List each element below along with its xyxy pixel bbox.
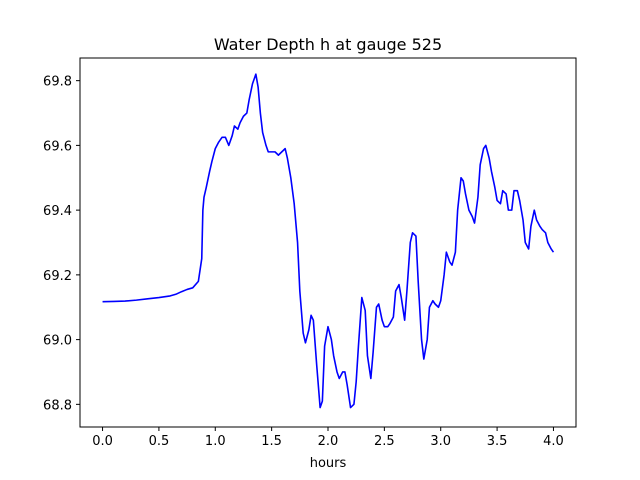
x-tick-label: 1.0 bbox=[205, 434, 226, 449]
x-tick-label: 0.0 bbox=[92, 434, 113, 449]
y-axis: 68.8 69.0 69.2 69.4 69.6 69.8 bbox=[43, 75, 80, 413]
x-tick-label: 2.5 bbox=[374, 434, 395, 449]
x-axis: 0.0 0.5 1.0 1.5 2.0 2.5 3.0 3.5 4.0 bbox=[92, 427, 564, 449]
y-tick-label: 68.8 bbox=[43, 398, 72, 413]
series-line-0 bbox=[102, 73, 555, 409]
x-tick-label: 3.5 bbox=[487, 434, 508, 449]
x-tick-label: 0.5 bbox=[149, 434, 170, 449]
y-tick-label: 69.2 bbox=[43, 269, 72, 284]
x-tick-label: 4.0 bbox=[543, 434, 564, 449]
y-tick-label: 69.6 bbox=[43, 139, 72, 154]
x-tick-label: 3.0 bbox=[430, 434, 451, 449]
y-tick-label: 69.8 bbox=[43, 75, 72, 90]
plot-area bbox=[102, 73, 555, 409]
chart-title: Water Depth h at gauge 525 bbox=[214, 35, 442, 54]
x-axis-label: hours bbox=[310, 456, 347, 471]
y-tick-label: 69.4 bbox=[43, 204, 72, 219]
y-tick-label: 69.0 bbox=[43, 334, 72, 349]
x-tick-label: 2.0 bbox=[318, 434, 339, 449]
x-tick-label: 1.5 bbox=[261, 434, 282, 449]
